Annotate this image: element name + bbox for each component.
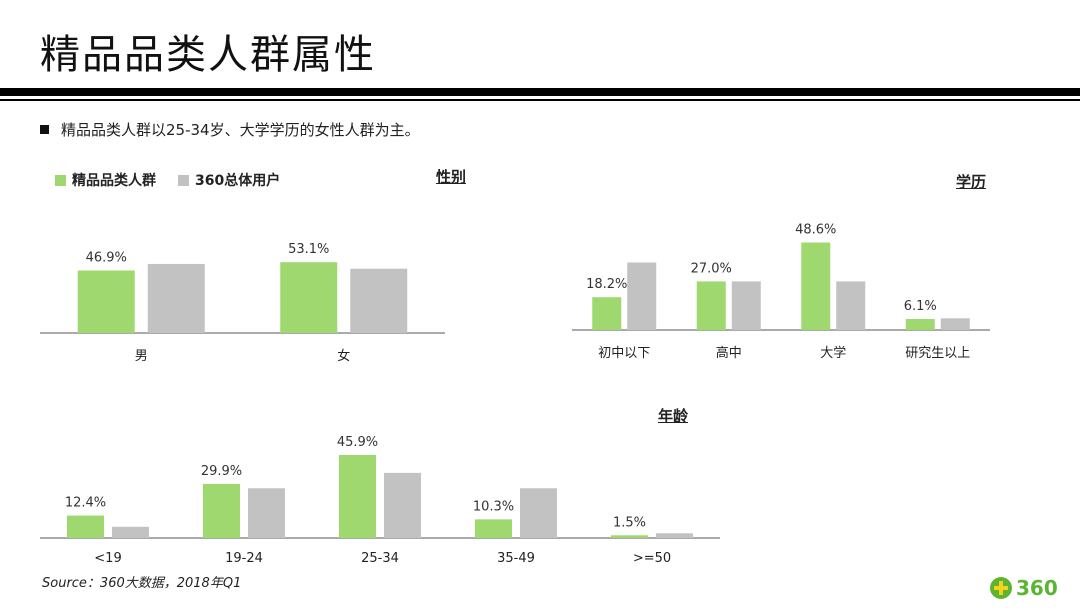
education-bar-primary-0 xyxy=(592,297,622,330)
gender-data-label-1: 53.1% xyxy=(288,242,329,257)
age-data-label-2: 45.9% xyxy=(337,435,378,450)
age-data-label-0: 12.4% xyxy=(65,496,106,511)
education-bar-primary-1 xyxy=(696,281,726,330)
gender-chart-title: 性别 xyxy=(436,168,467,186)
gender-bar-secondary-1 xyxy=(350,268,408,333)
age-bar-secondary-2 xyxy=(384,472,421,538)
source-note: Source：360大数据，2018年Q1 xyxy=(42,576,242,591)
age-bar-primary-3 xyxy=(475,519,512,538)
age-bar-secondary-4 xyxy=(656,533,693,538)
age-bar-primary-0 xyxy=(67,515,104,538)
legend-swatch-secondary xyxy=(178,174,189,186)
age-bar-secondary-0 xyxy=(112,526,149,538)
education-data-label-0: 18.2% xyxy=(586,277,627,292)
education-bar-primary-2 xyxy=(801,242,831,330)
header-rule-thin xyxy=(0,99,1080,101)
education-category-label-3: 研究生以上 xyxy=(905,346,970,361)
brand-logo: 360 xyxy=(990,576,1058,600)
education-data-label-3: 6.1% xyxy=(904,299,937,314)
age-category-label-2: 25-34 xyxy=(361,551,399,566)
education-bar-secondary-2 xyxy=(836,281,866,330)
education-data-label-1: 27.0% xyxy=(691,261,732,276)
header-rule-thick xyxy=(0,88,1080,96)
education-category-label-0: 初中以下 xyxy=(598,346,650,361)
gender-category-label-1: 女 xyxy=(337,348,350,364)
age-bar-primary-2 xyxy=(339,454,376,538)
gender-bar-primary-0 xyxy=(77,270,135,333)
age-data-label-1: 29.9% xyxy=(201,464,242,479)
legend-label-secondary: 360总体用户 xyxy=(195,173,281,189)
gender-bar-secondary-0 xyxy=(147,263,205,333)
gender-data-label-0: 46.9% xyxy=(86,250,127,265)
education-bar-secondary-0 xyxy=(627,262,657,330)
age-bar-secondary-3 xyxy=(520,488,557,538)
age-chart-title: 年龄 xyxy=(658,407,689,425)
chart-legend: 精品品类人群 360总体用户 xyxy=(55,170,302,190)
education-category-label-2: 大学 xyxy=(820,345,846,361)
bullet-square-icon xyxy=(40,125,49,134)
gender-bar-primary-1 xyxy=(280,262,338,333)
education-category-label-1: 高中 xyxy=(716,345,742,361)
gender-category-label-0: 男 xyxy=(135,349,148,364)
summary-bullet: 精品品类人群以25-34岁、大学学历的女性人群为主。 xyxy=(40,119,420,140)
legend-swatch-primary xyxy=(55,174,66,186)
summary-text: 精品品类人群以25-34岁、大学学历的女性人群为主。 xyxy=(61,121,420,139)
education-bar-primary-3 xyxy=(905,319,935,330)
age-bar-secondary-1 xyxy=(248,488,285,538)
education-data-label-2: 48.6% xyxy=(795,223,836,238)
education-bar-secondary-1 xyxy=(731,281,761,330)
age-category-label-4: >=50 xyxy=(633,551,671,566)
age-category-label-0: <19 xyxy=(94,551,121,566)
logo-plus-icon xyxy=(990,577,1012,599)
legend-item-secondary: 360总体用户 xyxy=(178,170,280,190)
age-category-label-3: 35-49 xyxy=(497,551,535,566)
age-bar-primary-1 xyxy=(203,483,240,538)
age-data-label-3: 10.3% xyxy=(473,499,514,514)
age-category-label-1: 19-24 xyxy=(225,551,263,566)
education-bar-secondary-3 xyxy=(940,318,970,330)
age-data-label-4: 1.5% xyxy=(613,515,646,530)
legend-label-primary: 精品品类人群 xyxy=(72,173,156,189)
logo-text: 360 xyxy=(1016,576,1058,600)
age-bar-primary-4 xyxy=(611,535,648,538)
legend-item-primary: 精品品类人群 xyxy=(55,170,156,190)
page-title: 精品品类人群属性 xyxy=(40,32,376,78)
education-chart-title: 学历 xyxy=(956,173,987,191)
